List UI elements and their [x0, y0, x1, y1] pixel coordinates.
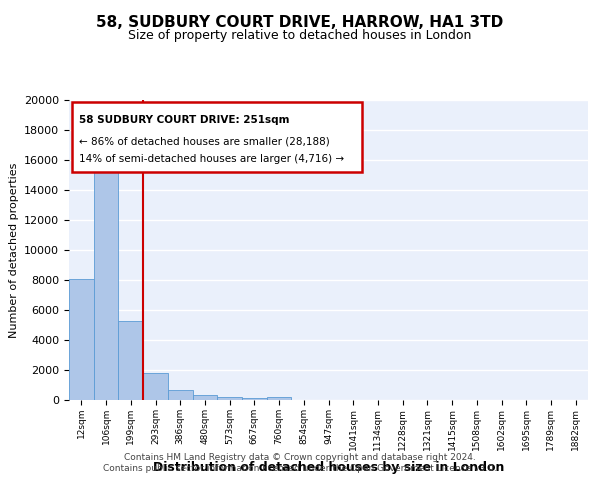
Text: Contains HM Land Registry data © Crown copyright and database right 2024.: Contains HM Land Registry data © Crown c… — [124, 453, 476, 462]
Text: 14% of semi-detached houses are larger (4,716) →: 14% of semi-detached houses are larger (… — [79, 154, 344, 164]
X-axis label: Distribution of detached houses by size in London: Distribution of detached houses by size … — [153, 461, 504, 474]
Bar — [168, 390, 193, 400]
Bar — [242, 398, 267, 400]
Text: 58 SUDBURY COURT DRIVE: 251sqm: 58 SUDBURY COURT DRIVE: 251sqm — [79, 115, 290, 125]
Bar — [143, 373, 168, 400]
Bar — [94, 152, 118, 400]
Bar — [69, 278, 94, 400]
Bar — [193, 396, 217, 400]
Y-axis label: Number of detached properties: Number of detached properties — [8, 162, 19, 338]
Text: 58, SUDBURY COURT DRIVE, HARROW, HA1 3TD: 58, SUDBURY COURT DRIVE, HARROW, HA1 3TD — [97, 15, 503, 30]
FancyBboxPatch shape — [71, 102, 362, 172]
Text: Contains public sector information licensed under the Open Government Licence v3: Contains public sector information licen… — [103, 464, 497, 473]
Bar — [267, 398, 292, 400]
Text: ← 86% of detached houses are smaller (28,188): ← 86% of detached houses are smaller (28… — [79, 136, 330, 146]
Bar — [217, 396, 242, 400]
Bar — [118, 320, 143, 400]
Text: Size of property relative to detached houses in London: Size of property relative to detached ho… — [128, 30, 472, 43]
